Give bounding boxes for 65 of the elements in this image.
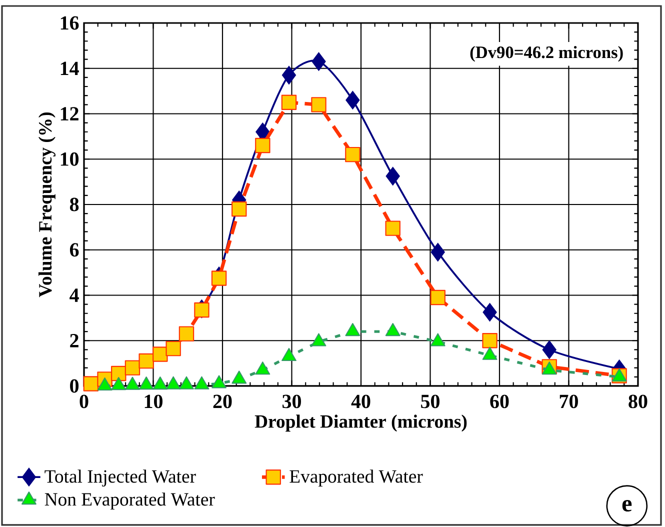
point bbox=[152, 346, 168, 362]
point bbox=[124, 360, 140, 376]
point bbox=[194, 376, 210, 390]
point bbox=[232, 370, 247, 384]
point bbox=[255, 362, 270, 375]
point bbox=[282, 66, 296, 84]
point bbox=[166, 376, 181, 390]
y-tick-label: 6 bbox=[70, 243, 79, 257]
y-tick-label: 10 bbox=[60, 152, 79, 166]
point bbox=[179, 376, 194, 390]
y-tick-label: 8 bbox=[70, 198, 79, 212]
point bbox=[138, 376, 154, 390]
y-tick-label: 2 bbox=[70, 334, 78, 348]
point bbox=[281, 94, 297, 110]
y-tick-label: 12 bbox=[60, 107, 78, 120]
point bbox=[430, 333, 446, 346]
x-tick-label: 60 bbox=[490, 394, 509, 408]
y-tick-label: 4 bbox=[70, 288, 79, 302]
point bbox=[111, 377, 126, 390]
point bbox=[152, 376, 168, 390]
x-axis-title: Droplet Diamter (microns) bbox=[254, 414, 467, 432]
point bbox=[212, 375, 226, 388]
legend-label: Evaporated Water bbox=[290, 470, 423, 487]
y-axis-title: Volume Frequency (%) bbox=[38, 112, 56, 298]
point bbox=[178, 326, 194, 342]
point bbox=[430, 290, 446, 306]
point bbox=[125, 376, 140, 390]
y-tick-label: 0 bbox=[70, 379, 79, 393]
point bbox=[482, 303, 497, 322]
x-tick-label: 70 bbox=[560, 394, 578, 408]
point bbox=[386, 167, 400, 186]
x-tick-label: 50 bbox=[421, 394, 440, 408]
point bbox=[255, 138, 270, 154]
text: e bbox=[622, 500, 632, 512]
x-tick-label: 10 bbox=[144, 394, 162, 408]
legend-label: Non Evaporated Water bbox=[44, 492, 215, 510]
point bbox=[345, 146, 360, 162]
point bbox=[211, 270, 227, 286]
annotation: (Dv90=46.2 microns) bbox=[470, 46, 623, 62]
point bbox=[312, 52, 326, 70]
point bbox=[83, 376, 99, 392]
point bbox=[542, 340, 556, 359]
point bbox=[232, 201, 247, 217]
point bbox=[430, 243, 445, 262]
x-tick-label: 20 bbox=[213, 394, 232, 408]
point bbox=[166, 340, 181, 356]
point bbox=[482, 333, 498, 348]
point bbox=[482, 346, 498, 360]
point bbox=[385, 220, 400, 236]
point bbox=[97, 377, 112, 391]
x-tick-label: 40 bbox=[351, 394, 370, 408]
point bbox=[311, 97, 326, 112]
point bbox=[194, 302, 210, 318]
point bbox=[138, 353, 154, 369]
y-tick-label: 16 bbox=[60, 16, 79, 30]
point bbox=[346, 91, 360, 110]
point bbox=[385, 323, 400, 336]
x-tick-label: 80 bbox=[628, 394, 648, 408]
point bbox=[311, 333, 326, 346]
point bbox=[282, 348, 296, 362]
legend-label: Total Injected Water bbox=[44, 470, 196, 487]
x-tick-label: 30 bbox=[282, 394, 301, 408]
y-tick-label: 14 bbox=[60, 62, 79, 75]
x-tick-label: 0 bbox=[80, 394, 88, 408]
point bbox=[345, 323, 360, 336]
